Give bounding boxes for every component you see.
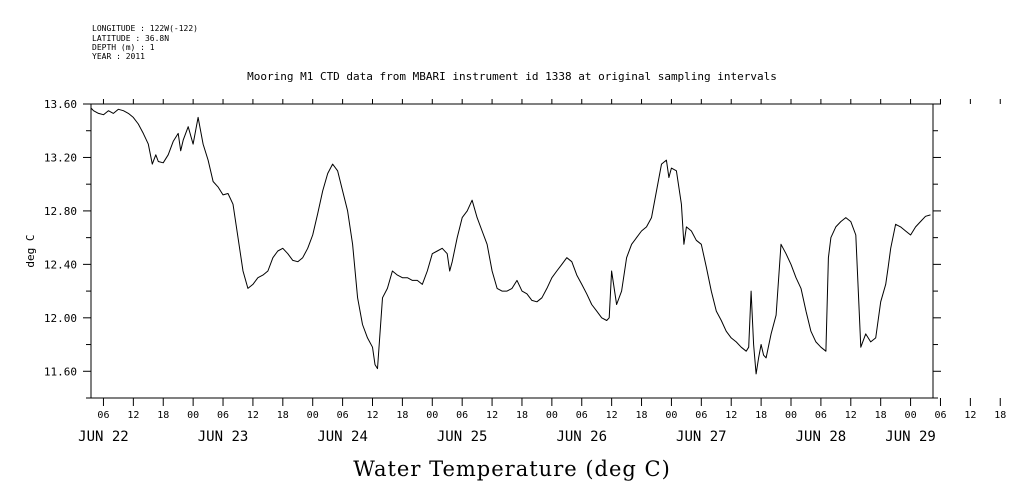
y-axis-label: deg C: [24, 234, 37, 267]
x-day-label: JUN 23: [198, 429, 249, 445]
y-tick-label: 11.60: [44, 365, 77, 378]
x-hour-label: 18: [396, 410, 408, 421]
x-day-label: JUN 24: [317, 429, 368, 445]
x-hour-label: 12: [247, 410, 259, 421]
x-hour-label: 12: [964, 410, 976, 421]
header-depth: DEPTH (m) : 1: [92, 43, 155, 52]
y-tick-label: 12.00: [44, 312, 77, 325]
chart-title: Mooring M1 CTD data from MBARI instrumen…: [247, 70, 777, 83]
x-day-label: JUN 25: [437, 429, 488, 445]
x-hour-label: 00: [187, 410, 199, 421]
header-info: LONGITUDE : 122W(-122) LATITUDE : 36.8N …: [92, 24, 198, 61]
x-hour-label: 18: [636, 410, 648, 421]
y-tick-label: 12.80: [44, 205, 77, 218]
x-hour-label: 06: [337, 410, 349, 421]
x-hour-label: 12: [127, 410, 139, 421]
x-hour-label: 12: [725, 410, 737, 421]
x-day-label: JUN 29: [885, 429, 936, 445]
header-longitude: LONGITUDE : 122W(-122): [92, 24, 198, 33]
x-hour-label: 00: [785, 410, 797, 421]
series-line-water-temperature: [90, 107, 931, 375]
header-latitude: LATITUDE : 36.8N: [92, 34, 169, 43]
x-axis-label: Water Temperature (deg C): [353, 457, 671, 481]
x-hour-label: 12: [606, 410, 618, 421]
x-hour-label: 18: [994, 410, 1006, 421]
x-day-label: JUN 28: [796, 429, 847, 445]
x-day-label: JUN 27: [676, 429, 727, 445]
plot-frame: [90, 103, 934, 399]
x-hour-label: 06: [217, 410, 229, 421]
x-hour-label: 06: [695, 410, 707, 421]
x-hour-label: 18: [875, 410, 887, 421]
x-hour-label: 18: [157, 410, 169, 421]
x-hour-label: 18: [277, 410, 289, 421]
y-tick-label: 13.60: [44, 98, 77, 111]
x-day-label: JUN 22: [78, 429, 129, 445]
x-hour-label: 00: [905, 410, 917, 421]
x-hour-label: 06: [815, 410, 827, 421]
x-axis: 06 12 18 00 06 12 18 00 06 12 18 00 06 12 18 00 06 12 18 00…: [78, 99, 1006, 445]
y-tick-label: 13.20: [44, 151, 77, 164]
x-day-label: JUN 26: [556, 429, 607, 445]
x-hour-label: 00: [426, 410, 438, 421]
x-hour-label: 00: [546, 410, 558, 421]
header-year: YEAR : 2011: [92, 52, 145, 61]
x-hour-label: 06: [456, 410, 468, 421]
x-hour-label: 12: [845, 410, 857, 421]
x-hour-label: 18: [516, 410, 528, 421]
y-tick-label: 12.40: [44, 258, 77, 271]
x-hour-label: 00: [307, 410, 319, 421]
x-hour-label: 18: [755, 410, 767, 421]
x-hour-label: 12: [486, 410, 498, 421]
x-hour-label: 06: [576, 410, 588, 421]
x-hour-label: 06: [934, 410, 946, 421]
series-group: [90, 107, 931, 375]
x-hour-label: 00: [665, 410, 677, 421]
x-hour-label: 12: [366, 410, 378, 421]
x-hour-label: 06: [97, 410, 109, 421]
y-axis: 11.60 12.00 12.40 12.80 13.20 13.60: [44, 98, 941, 399]
